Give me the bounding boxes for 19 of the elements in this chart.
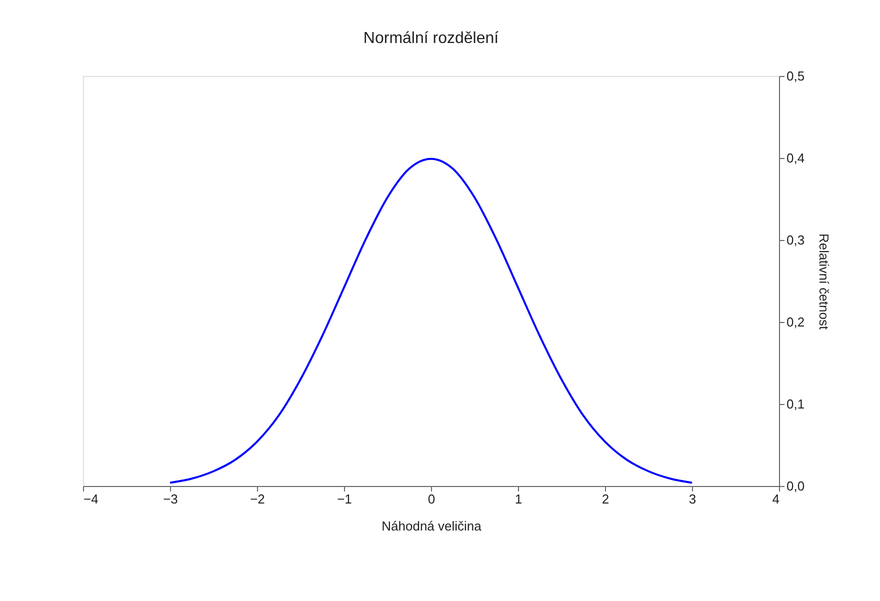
x-tick-label: 0 (428, 492, 436, 506)
x-tick-label: 3 (688, 492, 696, 506)
x-tick-label: −1 (337, 492, 352, 506)
chart-title: Normální rozdělení (363, 30, 500, 47)
x-tick-label: −4 (84, 492, 98, 506)
y-tick-label: 0,1 (786, 396, 805, 412)
x-axis-title: Náhodná veličina (382, 518, 482, 534)
y-axis-title: Relativní četnost (816, 233, 832, 330)
x-tick-label: 2 (602, 492, 610, 506)
x-tick-label: −3 (163, 492, 178, 506)
x-tick-label: 1 (514, 492, 522, 506)
y-tick-label: 0,0 (786, 478, 805, 494)
y-tick-label: 0,5 (786, 68, 805, 84)
y-tick-label: 0,3 (786, 232, 805, 248)
x-tick-label: −2 (250, 492, 265, 506)
y-tick-label: 0,4 (786, 150, 805, 166)
line-series (169, 158, 693, 484)
x-tick-label: 4 (772, 492, 780, 506)
y-tick-label: 0,2 (786, 314, 805, 330)
